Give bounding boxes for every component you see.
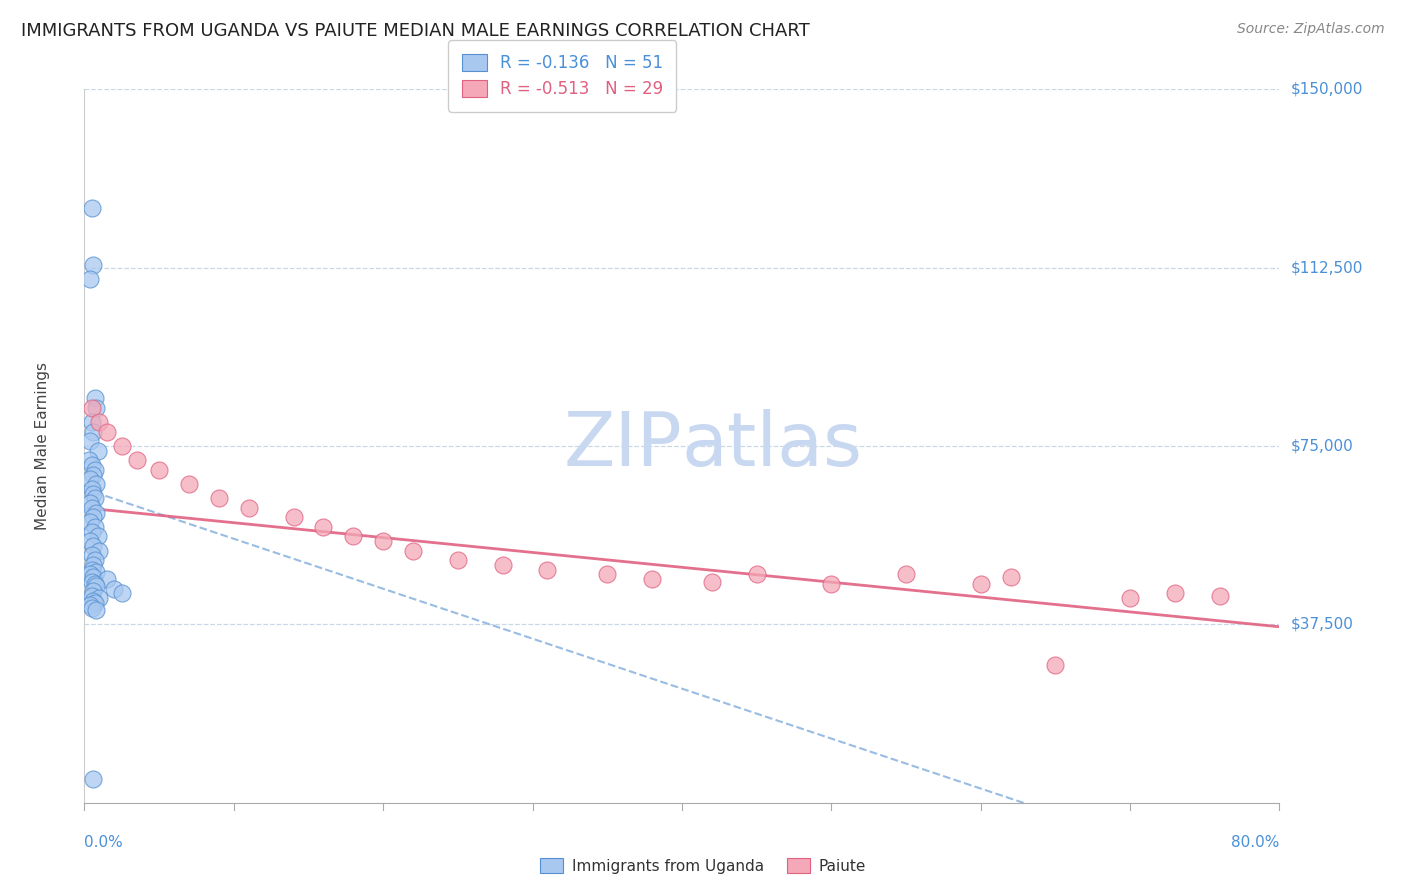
- Text: IMMIGRANTS FROM UGANDA VS PAIUTE MEDIAN MALE EARNINGS CORRELATION CHART: IMMIGRANTS FROM UGANDA VS PAIUTE MEDIAN …: [21, 22, 810, 40]
- Point: [1164, 586, 1187, 600]
- Text: $75,000: $75,000: [1291, 439, 1354, 453]
- Point: [80, 549, 103, 563]
- Point: [894, 567, 917, 582]
- Point: [86, 565, 108, 579]
- Point: [1045, 657, 1067, 672]
- Point: [86, 603, 108, 617]
- Text: 0.0%: 0.0%: [84, 835, 124, 850]
- Text: $112,500: $112,500: [1291, 260, 1362, 275]
- Text: $150,000: $150,000: [1291, 82, 1362, 96]
- Point: [80, 500, 103, 515]
- Point: [80, 401, 103, 415]
- Point: [89, 543, 111, 558]
- Point: [312, 520, 335, 534]
- Point: [82, 558, 104, 572]
- Point: [820, 577, 842, 591]
- Point: [80, 482, 103, 496]
- Point: [177, 477, 200, 491]
- Point: [79, 496, 101, 510]
- Point: [80, 415, 103, 429]
- Point: [447, 553, 470, 567]
- Point: [83, 491, 105, 506]
- Point: [111, 586, 134, 600]
- Text: Median Male Earnings: Median Male Earnings: [35, 362, 51, 530]
- Point: [79, 599, 101, 613]
- Point: [86, 506, 108, 520]
- Point: [89, 415, 111, 429]
- Point: [83, 596, 105, 610]
- Point: [745, 567, 768, 582]
- Point: [402, 543, 425, 558]
- Point: [96, 425, 118, 439]
- Point: [79, 472, 101, 486]
- Legend: R = -0.136   N = 51, R = -0.513   N = 29: R = -0.136 N = 51, R = -0.513 N = 29: [449, 40, 676, 112]
- Point: [80, 563, 103, 577]
- Text: Source: ZipAtlas.com: Source: ZipAtlas.com: [1237, 22, 1385, 37]
- Legend: Immigrants from Uganda, Paiute: Immigrants from Uganda, Paiute: [534, 852, 872, 880]
- Point: [641, 572, 664, 586]
- Point: [82, 584, 104, 599]
- Point: [82, 593, 104, 607]
- Point: [148, 463, 170, 477]
- Point: [80, 201, 103, 215]
- Point: [283, 510, 305, 524]
- Text: atlas: atlas: [682, 409, 863, 483]
- Point: [79, 272, 101, 286]
- Point: [79, 515, 101, 529]
- Point: [1119, 591, 1142, 606]
- Point: [77, 453, 100, 467]
- Point: [208, 491, 231, 506]
- Point: [1209, 589, 1232, 603]
- Point: [87, 529, 110, 543]
- Point: [82, 510, 104, 524]
- Point: [536, 563, 558, 577]
- Point: [79, 534, 101, 549]
- Point: [82, 467, 104, 482]
- Point: [83, 463, 105, 477]
- Text: $37,500: $37,500: [1291, 617, 1354, 632]
- Point: [596, 567, 619, 582]
- Point: [80, 589, 103, 603]
- Point: [373, 534, 395, 549]
- Point: [80, 524, 103, 539]
- Point: [83, 553, 105, 567]
- Point: [83, 577, 105, 591]
- Point: [125, 453, 148, 467]
- Point: [80, 600, 103, 615]
- Point: [342, 529, 364, 543]
- Point: [1000, 570, 1022, 584]
- Text: ZIP: ZIP: [564, 409, 682, 483]
- Point: [492, 558, 515, 572]
- Point: [970, 577, 993, 591]
- Point: [103, 582, 125, 596]
- Point: [82, 486, 104, 500]
- Point: [238, 500, 260, 515]
- Point: [89, 591, 111, 606]
- Point: [86, 579, 108, 593]
- Text: 80.0%: 80.0%: [1232, 835, 1279, 850]
- Point: [86, 477, 108, 491]
- Point: [82, 258, 104, 272]
- Point: [96, 572, 118, 586]
- Point: [86, 401, 108, 415]
- Point: [80, 458, 103, 472]
- Point: [82, 570, 104, 584]
- Point: [82, 539, 104, 553]
- Point: [87, 443, 110, 458]
- Point: [80, 574, 103, 589]
- Point: [82, 772, 104, 786]
- Point: [79, 567, 101, 582]
- Point: [83, 520, 105, 534]
- Point: [83, 392, 105, 406]
- Point: [79, 434, 101, 449]
- Point: [111, 439, 134, 453]
- Point: [82, 425, 104, 439]
- Point: [700, 574, 723, 589]
